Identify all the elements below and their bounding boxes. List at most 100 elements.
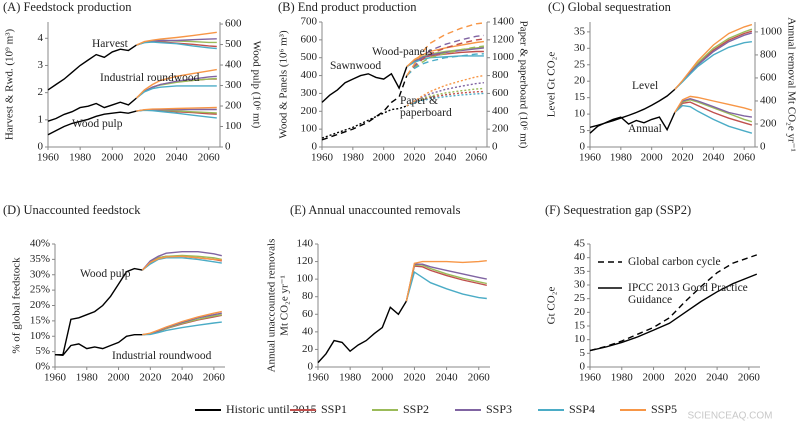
y-tick-label: 10 <box>574 333 586 345</box>
line-series <box>317 300 407 364</box>
line-series <box>321 105 408 139</box>
legend-label: SSP1 <box>321 402 347 416</box>
line-series <box>55 267 143 356</box>
x-tick-label: 2000 <box>641 152 664 164</box>
watermark: SCIENCEAQ.COM <box>687 411 772 422</box>
line-series <box>406 46 484 68</box>
x-tick-label: 2060 <box>733 152 756 164</box>
group-label: Industrial roundwood <box>100 72 200 84</box>
y-axis-label: Harvest & Rwd. (10⁹ m³) <box>4 29 16 141</box>
y-tick-label: 200 <box>301 105 318 117</box>
y-tick-label: 3 <box>38 59 44 71</box>
y-tick-label: 30% <box>30 268 50 280</box>
x-tick-label: 2040 <box>702 152 725 164</box>
y-tick-label: 0 <box>580 361 586 373</box>
y2-tick-label: 1400 <box>492 16 515 28</box>
line-series <box>142 321 222 336</box>
line-series <box>674 41 752 90</box>
line-series <box>47 110 137 136</box>
y-tick-label: 30 <box>574 42 586 54</box>
y-tick-label: 30 <box>574 279 586 291</box>
group-label: Level <box>632 80 659 92</box>
line-series <box>405 270 487 302</box>
x-tick-label: 2020 <box>133 152 156 164</box>
x-tick-label: 2020 <box>139 372 162 384</box>
y2-tick-label: 200 <box>760 118 777 130</box>
y2-axis-label: Wood pulp (10⁶ mt) <box>250 41 262 129</box>
legend-label: SSP3 <box>486 402 512 416</box>
line-series <box>406 92 484 107</box>
y2-tick-label: 1000 <box>492 51 515 63</box>
line-series <box>321 66 408 103</box>
y-axis-label: Annual unaccounted removals <box>266 239 278 373</box>
line-series <box>321 75 408 141</box>
y2-tick-label: 1200 <box>492 33 515 45</box>
y-tick-label: 15% <box>30 314 50 326</box>
group-label: Wood pulp <box>80 268 131 280</box>
legend-label: IPCC 2013 Good Practice Guidance <box>628 282 748 306</box>
x-tick-label: 2020 <box>404 152 427 164</box>
y-tick-label: 140 <box>297 238 314 250</box>
y-tick-label: 20 <box>574 306 586 318</box>
x-tick-label: 1980 <box>76 372 99 384</box>
chart-title: (E) Annual unaccounted removals <box>290 203 461 217</box>
y2-tick-label: 500 <box>225 38 242 50</box>
line-series <box>136 41 217 50</box>
y-tick-label: 5 <box>580 124 586 136</box>
y-tick-label: 40% <box>30 238 50 250</box>
group-label: Sawnwood <box>330 60 382 72</box>
x-tick-label: 1960 <box>307 372 330 384</box>
group-label: Wood-panels <box>372 46 433 58</box>
line-series <box>406 45 484 77</box>
line-series <box>47 44 137 91</box>
y-tick-label: 300 <box>301 87 318 99</box>
y-axis-label: Level Gt CO₂e <box>546 52 558 118</box>
y-tick-label: 35 <box>574 265 586 277</box>
y2-tick-label: 300 <box>225 79 242 91</box>
x-tick-label: 2000 <box>108 372 131 384</box>
y-tick-label: 0 <box>38 141 44 153</box>
chart-title: (A) Feedstock production <box>3 0 132 14</box>
y-axis-label: Wood & Panels (10⁶ m³) <box>278 30 290 139</box>
y-tick-label: 25 <box>574 292 586 304</box>
y2-tick-label: 400 <box>760 94 777 106</box>
y-tick-label: 0 <box>580 141 586 153</box>
y-tick-label: 25% <box>30 284 50 296</box>
y-tick-label: 10 <box>574 108 586 120</box>
line-series <box>674 99 753 123</box>
x-tick-label: 2040 <box>166 152 189 164</box>
x-tick-label: 1980 <box>611 372 634 384</box>
group-label: Wood pulp <box>72 118 123 130</box>
line-series <box>135 68 217 99</box>
y-tick-label: 120 <box>297 255 314 267</box>
y2-tick-label: 400 <box>492 105 509 117</box>
y-tick-label: 0 <box>308 361 314 373</box>
line-series <box>589 273 758 352</box>
y2-tick-label: 200 <box>225 100 242 112</box>
line-series <box>405 265 487 302</box>
x-tick-label: 1960 <box>44 372 67 384</box>
x-tick-label: 2000 <box>643 372 666 384</box>
line-series <box>406 55 484 68</box>
legend-label: SSP4 <box>569 402 595 416</box>
x-tick-label: 2020 <box>672 152 695 164</box>
chart-title: (C) Global sequestration <box>548 0 672 14</box>
group-label: Industrial roundwood <box>112 350 212 362</box>
y2-tick-label: 800 <box>492 69 509 81</box>
y-tick-label: 25 <box>574 58 586 70</box>
y-tick-label: 20% <box>30 299 50 311</box>
y-tick-label: 40 <box>574 251 586 263</box>
line-series <box>141 251 222 271</box>
y2-tick-label: 600 <box>492 87 509 99</box>
x-tick-label: 1980 <box>339 372 362 384</box>
chart-title: (F) Sequestration gap (SSP2) <box>545 203 691 217</box>
line-series <box>674 32 753 90</box>
y-axis-label: Gt CO₂e <box>546 287 558 325</box>
y-tick-label: 45 <box>574 238 586 250</box>
x-tick-label: 2020 <box>674 372 697 384</box>
y-tick-label: 100 <box>297 273 314 285</box>
y-tick-label: 400 <box>301 69 318 81</box>
x-tick-label: 2040 <box>434 152 457 164</box>
line-series <box>141 255 222 271</box>
